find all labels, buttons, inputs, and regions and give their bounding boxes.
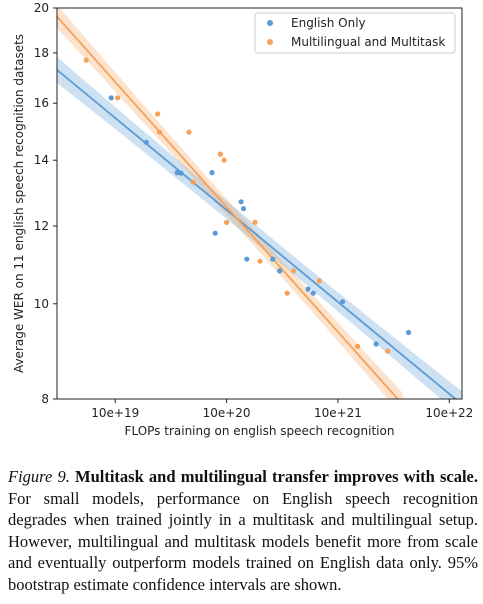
data-point-0-11 [305, 286, 311, 292]
data-point-0-13 [340, 299, 346, 305]
data-points [83, 57, 412, 354]
data-point-1-14 [355, 343, 361, 349]
caption-title: Multitask and multilingual transfer impr… [75, 467, 479, 486]
data-point-0-5 [212, 230, 218, 236]
confidence-band-0 [57, 56, 462, 399]
data-point-0-6 [238, 199, 244, 205]
y-axis-title: Average WER on 11 english speech recogni… [12, 34, 26, 373]
confidence-bands [57, 8, 462, 399]
y-tick-label: 18 [34, 46, 49, 60]
x-tick-label: 10e+19 [91, 406, 139, 420]
data-point-1-15 [385, 348, 391, 354]
figure-caption: Figure 9. Multitask and multilingual tra… [8, 466, 478, 595]
x-axis-ticks: 10e+19 10e+20 10e+21 10e+22 [91, 399, 473, 420]
plot-frame [56, 7, 463, 400]
data-point-0-9 [270, 256, 276, 262]
y-tick-label: 20 [34, 1, 49, 15]
data-point-0-10 [277, 268, 283, 274]
caption-body: For small models, performance on English… [8, 488, 478, 594]
fit-line-1 [57, 16, 399, 399]
data-point-1-9 [252, 219, 258, 225]
legend-marker-multilingual-multitask [267, 39, 273, 45]
fit-line-0 [57, 69, 457, 399]
data-point-0-3 [178, 170, 184, 176]
data-point-1-7 [221, 157, 227, 163]
data-point-1-13 [316, 278, 322, 284]
x-tick-label: 10e+21 [314, 406, 362, 420]
confidence-band-1 [57, 8, 403, 399]
data-point-1-10 [257, 258, 263, 264]
x-tick-label: 10e+20 [203, 406, 251, 420]
data-point-0-8 [244, 256, 250, 262]
legend-label-multilingual-multitask: Multilingual and Multitask [291, 35, 445, 49]
y-tick-label: 12 [34, 219, 49, 233]
legend-label-english-only: English Only [291, 16, 366, 30]
data-point-1-3 [156, 129, 163, 135]
legend-marker-english-only [267, 20, 273, 26]
fit-lines [57, 16, 457, 399]
y-tick-label: 14 [34, 153, 49, 167]
legend-box [254, 12, 456, 54]
data-point-0-12 [310, 290, 316, 296]
y-tick-label: 10 [34, 297, 49, 311]
data-point-0-15 [405, 329, 412, 336]
wer-vs-flops-chart: 10e+19 10e+20 10e+21 10e+22 8 10 12 14 16 18 20 F… [12, 1, 473, 438]
data-point-0-1 [143, 139, 149, 145]
data-point-1-5 [190, 179, 196, 185]
x-axis-title: FLOPs training on english speech recogni… [125, 424, 395, 438]
x-tick-label: 10e+22 [425, 406, 473, 420]
legend: English Only Multilingual and Multitask [254, 12, 456, 54]
data-point-0-0 [108, 95, 114, 101]
data-point-1-0 [83, 57, 89, 63]
caption-figure-label: Figure 9. [8, 467, 70, 486]
data-point-0-4 [209, 170, 215, 176]
data-point-0-14 [373, 341, 379, 347]
y-tick-label: 8 [41, 392, 49, 406]
y-axis-ticks: 8 10 12 14 16 18 20 [34, 1, 57, 406]
data-point-1-1 [115, 95, 121, 101]
data-point-0-7 [240, 206, 247, 212]
data-point-1-6 [217, 151, 223, 157]
data-point-1-8 [224, 219, 230, 225]
data-point-1-4 [186, 129, 192, 135]
data-point-1-12 [291, 268, 297, 274]
data-point-1-2 [155, 111, 161, 117]
data-point-1-11 [284, 290, 290, 296]
y-tick-label: 16 [34, 96, 49, 110]
